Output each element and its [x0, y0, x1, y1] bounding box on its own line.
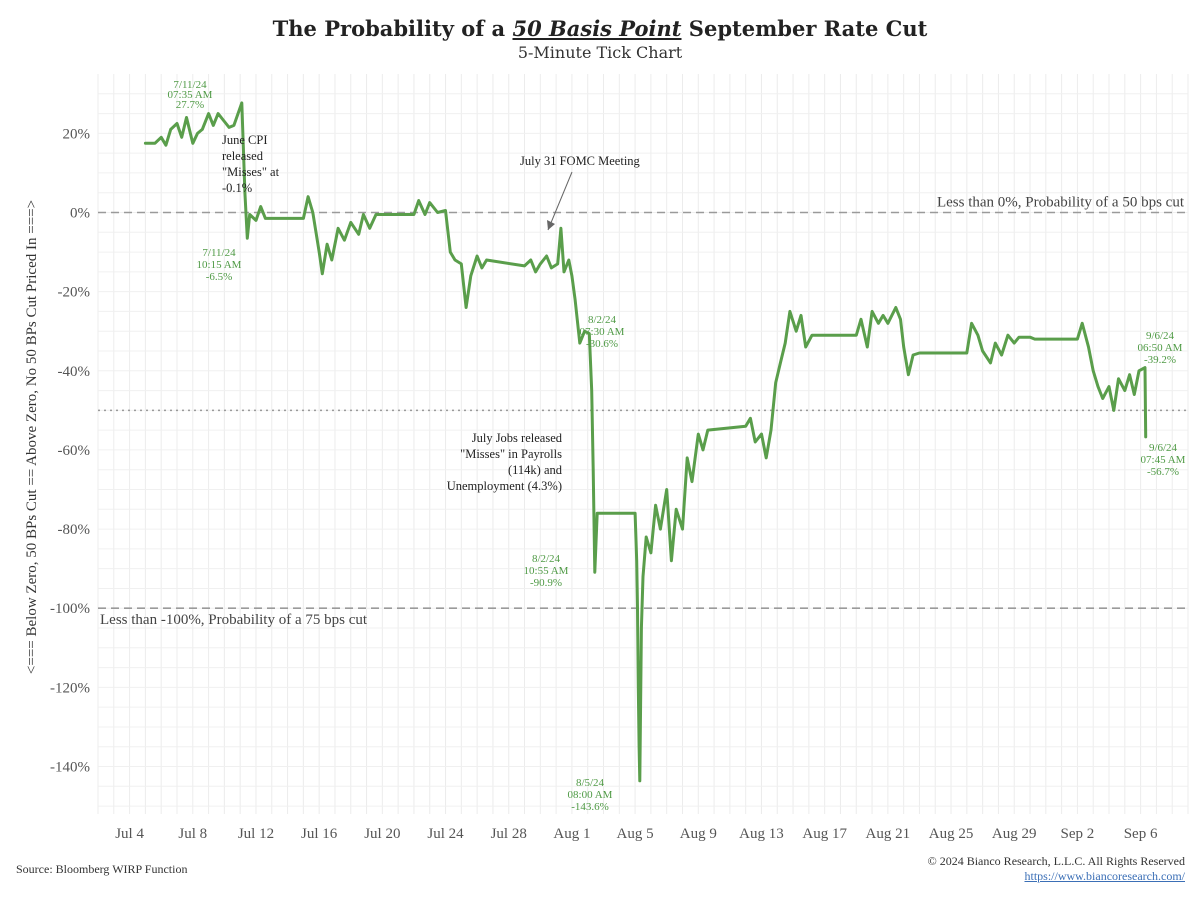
- x-tick-label: Jul 16: [301, 826, 338, 842]
- annotation-line: "Misses" at: [222, 165, 280, 179]
- annotation-line: 08:00 AM: [568, 789, 613, 801]
- annotation-line: -6.5%: [206, 271, 233, 283]
- annotation-line: -39.2%: [1144, 354, 1176, 366]
- annotation-line: 27.7%: [176, 99, 204, 111]
- annotation-p2: 7/11/24 10:15 AM -6.5%: [197, 247, 242, 283]
- grid: [97, 74, 1189, 814]
- annotation-line: 7/11/24: [173, 79, 207, 91]
- annotation-line: 10:15 AM: [197, 259, 242, 271]
- y-tick-label: 20%: [63, 126, 91, 142]
- annotation-line: -143.6%: [571, 801, 609, 813]
- annotation-fomc: July 31 FOMC Meeting: [520, 154, 641, 168]
- annotation-p6: 9/6/24 06:50 AM -39.2%: [1138, 330, 1183, 366]
- annotation-p7: 9/6/24 07:45 AM -56.7%: [1141, 442, 1186, 478]
- annotation-p3: 8/2/24 07:30 AM -30.6%: [580, 314, 625, 350]
- x-tick-label: Jul 28: [491, 826, 527, 842]
- annotation-line: -56.7%: [1147, 466, 1179, 478]
- y-tick-label: -60%: [58, 443, 91, 459]
- x-tick-label: Jul 8: [178, 826, 207, 842]
- x-tick-label: Jul 4: [115, 826, 144, 842]
- x-tick-label: Aug 29: [992, 826, 1037, 842]
- x-tick-label: Aug 21: [866, 826, 911, 842]
- x-tick-label: Jul 12: [238, 826, 274, 842]
- annotation-line: 9/6/24: [1149, 442, 1178, 454]
- annotation-cpi: June CPI released "Misses" at -0.1%: [222, 133, 280, 195]
- source-note: Source: Bloomberg WIRP Function: [16, 862, 188, 876]
- reference-line-label: Less than 0%, Probability of a 50 bps cu…: [937, 195, 1185, 211]
- x-tick-label: Aug 25: [929, 826, 974, 842]
- y-tick-label: -140%: [50, 760, 90, 776]
- annotation-line: Unemployment (4.3%): [447, 479, 562, 493]
- annotation-line: 8/5/24: [576, 777, 605, 789]
- annotation-line: released: [222, 149, 264, 163]
- annotation-line: 07:45 AM: [1141, 454, 1186, 466]
- annotation-line: -0.1%: [222, 181, 252, 195]
- annotation-line: 8/2/24: [588, 314, 617, 326]
- annotation-line: (114k) and: [508, 463, 563, 477]
- annotations: June CPI released "Misses" at -0.1% July 31 …: [168, 79, 1186, 813]
- chart-title: The Probability of a 50 Basis Point Sept…: [272, 16, 928, 41]
- annotation-line: 9/6/24: [1146, 330, 1175, 342]
- y-tick-label: -120%: [50, 680, 90, 696]
- annotation-line: June CPI: [222, 133, 268, 147]
- annotation-line: 07:30 AM: [580, 326, 625, 338]
- annotation-line: July 31 FOMC Meeting: [520, 154, 641, 168]
- y-tick-label: -100%: [50, 601, 90, 617]
- annotation-line: -30.6%: [586, 338, 618, 350]
- x-tick-label: Sep 6: [1124, 826, 1158, 842]
- annotation-line: "Misses" in Payrolls: [460, 447, 562, 461]
- x-tick-label: Aug 1: [553, 826, 590, 842]
- x-tick-label: Jul 24: [427, 826, 464, 842]
- annotation-line: 06:50 AM: [1138, 342, 1183, 354]
- annotation-jobs: July Jobs released "Misses" in Payrolls (1…: [447, 431, 563, 493]
- fomc-arrow-shaft: [547, 171, 573, 231]
- x-tick-label: Aug 9: [680, 826, 717, 842]
- x-tick-label: Jul 20: [364, 826, 400, 842]
- annotation-p1: 7/11/24 07:35 AM 27.7%: [168, 79, 213, 111]
- fomc-arrow-head: [547, 220, 555, 230]
- reference-lines: Less than 0%, Probability of a 50 bps cu…: [98, 195, 1188, 628]
- y-tick-label: -80%: [58, 522, 91, 538]
- y-tick-label: -40%: [58, 364, 91, 380]
- annotation-p4: 8/2/24 10:55 AM -90.9%: [524, 553, 569, 589]
- x-tick-label: Aug 13: [739, 826, 784, 842]
- series-line: [143, 101, 1148, 783]
- annotation-line: 8/2/24: [532, 553, 561, 565]
- y-tick-label: -20%: [58, 285, 91, 301]
- annotation-line: 7/11/24: [202, 247, 236, 259]
- annotation-line: 07:35 AM: [168, 89, 213, 101]
- copyright-note: © 2024 Bianco Research, L.L.C. All Right…: [928, 854, 1185, 884]
- annotation-line: July Jobs released: [472, 431, 563, 445]
- x-tick-label: Aug 5: [617, 826, 654, 842]
- copyright-text: © 2024 Bianco Research, L.L.C. All Right…: [927, 854, 1185, 868]
- x-tick-label: Sep 2: [1061, 826, 1095, 842]
- website-link[interactable]: https://www.biancoresearch.com/: [1024, 869, 1185, 883]
- y-tick-labels: 20% 0% -20% -40% -60% -80% -100% -120% -140%: [50, 126, 90, 775]
- annotation-line: -90.9%: [530, 577, 562, 589]
- y-tick-label: 0%: [70, 206, 90, 222]
- x-tick-label: Aug 17: [802, 826, 847, 842]
- annotation-line: 10:55 AM: [524, 565, 569, 577]
- annotation-p5: 8/5/24 08:00 AM -143.6%: [568, 777, 613, 813]
- y-axis-label: <=== Below Zero, 50 BPs Cut == Above Zer…: [24, 200, 40, 674]
- reference-line-label: Less than -100%, Probability of a 75 bps…: [100, 612, 368, 628]
- x-tick-labels: Jul 4 Jul 8 Jul 12 Jul 16 Jul 20 Jul 24 Jul 28…: [115, 826, 1158, 842]
- chart-subtitle: 5-Minute Tick Chart: [517, 43, 683, 62]
